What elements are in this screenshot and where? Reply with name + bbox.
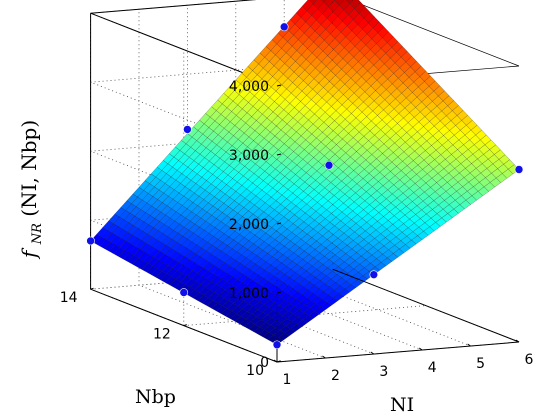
surface-patch: [312, 0, 325, 9]
surface-patch: [349, 0, 361, 9]
data-point: [369, 270, 379, 279]
x-tick-label: 5: [476, 356, 485, 372]
z-tick-mark: [276, 222, 282, 225]
grid-x-floor: [284, 272, 471, 347]
data-point: [179, 288, 189, 297]
box-edge: [276, 341, 520, 363]
data-point: [514, 165, 524, 174]
grid-z-back: [90, 0, 256, 14]
y-tick-label: 14: [60, 290, 78, 306]
z-tick-label: 3,000: [229, 148, 269, 164]
data-points: [86, 22, 524, 350]
x-tick-label: 4: [428, 360, 437, 376]
x-tick-mark: [418, 347, 423, 351]
x-tick-label: 2: [331, 368, 340, 384]
z-axis-label: f NR (NI, Nbp): [17, 120, 46, 260]
x-tick-label: 3: [379, 364, 388, 380]
x-tick-label: 1: [283, 372, 292, 388]
surface: [90, 0, 520, 345]
surface-patch: [346, 0, 354, 4]
data-point: [272, 340, 282, 350]
z-axis-label-base: f: [17, 247, 41, 260]
y-tick-mark: [90, 287, 94, 290]
z-axis-label-args: (NI, Nbp): [17, 120, 41, 217]
z-tick-label: 2,000: [229, 217, 269, 233]
y-tick-label: 10: [246, 363, 264, 379]
surface-patch: [308, 0, 317, 5]
grid-z-left: [90, 81, 278, 156]
x-tick-mark: [370, 351, 375, 355]
grid-z-back: [90, 130, 333, 152]
x-tick-mark: [467, 343, 471, 347]
z-tick-mark: [276, 360, 282, 363]
data-point: [324, 160, 334, 170]
z-tick-mark: [276, 153, 282, 156]
z-tick-mark: [276, 84, 282, 87]
x-tick-label: 6: [525, 352, 534, 368]
x-tick-mark: [273, 359, 278, 363]
box-edge: [332, 268, 520, 343]
z-tick-label: 4,000: [229, 79, 269, 95]
z-tick-label: 0: [260, 355, 269, 371]
x-axis-label: NI: [390, 394, 414, 416]
grid-x-floor: [235, 276, 423, 351]
svg-text:f NR (NI, Nbp: f NR (NI, Nbp): [17, 120, 46, 260]
box-edge: [90, 0, 257, 14]
data-point: [183, 125, 192, 134]
surface-patch: [321, 0, 326, 3]
y-tick-label: 12: [153, 327, 171, 343]
data-point: [279, 22, 289, 32]
surface-patch: [334, 0, 345, 6]
z-tick-label: 1,000: [229, 286, 269, 302]
z-tick-mark: [276, 291, 282, 294]
grid-y-floor: [183, 305, 426, 326]
surface-patch: [323, 0, 335, 8]
x-tick-mark: [515, 339, 520, 343]
grid-y-floor: [90, 268, 333, 290]
y-axis-label: Nbp: [135, 386, 176, 408]
z-axis-label-subscript: NR: [30, 223, 45, 245]
grid-z-back: [90, 61, 333, 83]
y-tick-mark: [183, 324, 187, 327]
x-tick-mark: [322, 355, 326, 359]
surface-patch: [302, 0, 314, 11]
data-point: [86, 236, 95, 246]
